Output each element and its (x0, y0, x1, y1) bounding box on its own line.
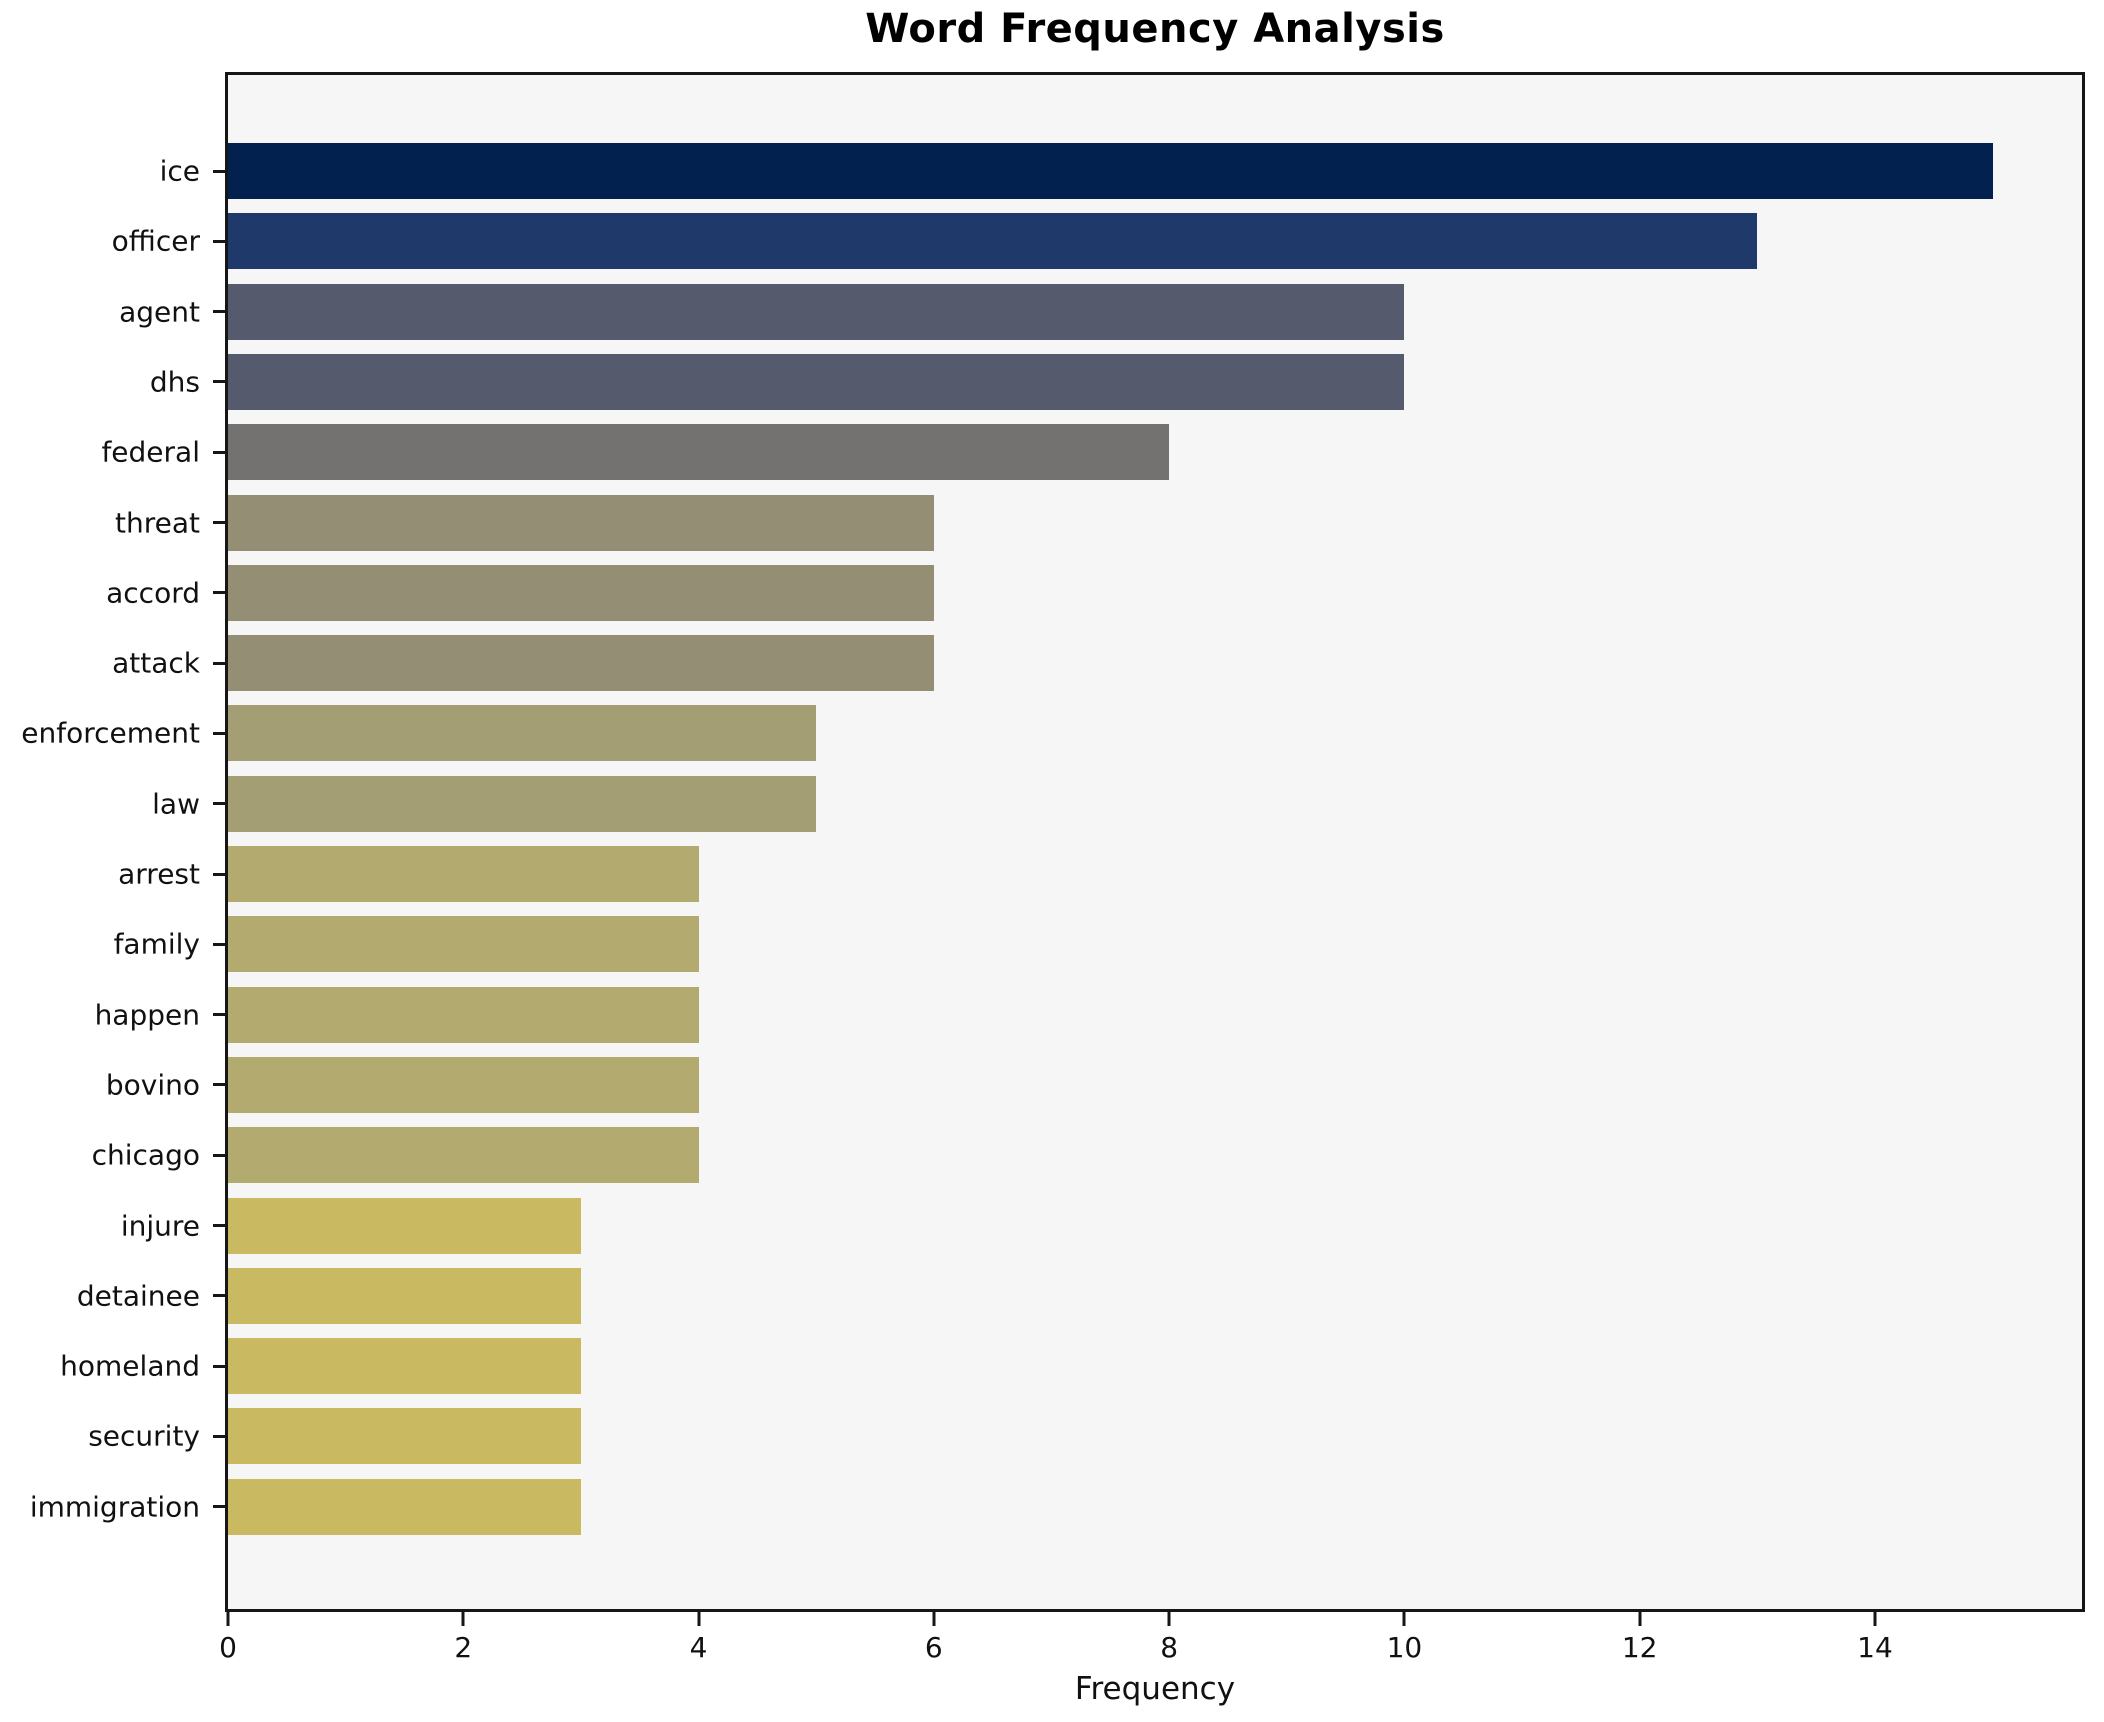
x-tick-mark (1638, 1612, 1642, 1626)
y-tick-label-ice: ice (159, 154, 200, 188)
x-tick-label-14: 14 (1857, 1631, 1893, 1664)
x-tick-mark (1167, 1612, 1171, 1626)
y-tick-label-homeland: homeland (60, 1349, 200, 1383)
y-tick-mark (213, 661, 225, 665)
y-tick-mark (213, 1153, 225, 1157)
y-tick-mark (213, 1294, 225, 1298)
bar-immigration (228, 1478, 581, 1535)
y-tick-label-happen: happen (94, 998, 200, 1032)
x-tick-label-2: 2 (454, 1631, 473, 1664)
x-axis-label: Frequency (1074, 1671, 1236, 1707)
x-tick-label-6: 6 (924, 1631, 943, 1664)
y-tick-mark (213, 591, 225, 595)
y-tick-label-threat: threat (115, 506, 200, 539)
x-tick-label-4: 4 (689, 1631, 708, 1664)
plot-area: Frequency ice officer agent dhs federal threa… (21, 72, 2085, 1707)
bar-happen (228, 986, 699, 1043)
bar-enforcement (228, 705, 817, 762)
y-tick-label-arrest: arrest (118, 857, 200, 891)
bar-detainee (228, 1267, 581, 1324)
x-tick-mark (932, 1612, 936, 1626)
y-tick-label-attack: attack (112, 646, 200, 680)
y-tick-mark (213, 731, 225, 735)
bar-homeland (228, 1338, 581, 1395)
bar-law (228, 775, 817, 832)
bar-ice (228, 143, 1993, 199)
y-tick-mark (213, 521, 225, 524)
x-tick-label-8: 8 (1160, 1631, 1179, 1664)
y-tick-label-bovino: bovino (105, 1068, 200, 1102)
bar-family (228, 916, 699, 973)
y-tick-mark (213, 872, 225, 876)
y-tick-mark (213, 1505, 225, 1509)
y-tick-mark (213, 1364, 225, 1368)
y-tick-label-detainee: detainee (76, 1279, 200, 1313)
y-tick-mark (213, 169, 225, 173)
y-tick-mark (213, 1083, 225, 1087)
y-tick-label-accord: accord (106, 576, 200, 610)
bar-arrest (228, 846, 699, 902)
y-tick-label-dhs: dhs (149, 365, 200, 399)
y-tick-label-security: security (88, 1419, 200, 1453)
bar-security (228, 1408, 581, 1465)
x-tick-mark (1402, 1612, 1406, 1626)
bar-chicago (228, 1127, 699, 1184)
x-tick-mark (697, 1612, 701, 1626)
y-tick-mark (213, 1434, 225, 1438)
y-tick-label-officer: officer (111, 224, 200, 258)
bar-injure (228, 1197, 581, 1254)
chart-title: Word Frequency Analysis (865, 6, 1445, 52)
y-tick-label-law: law (152, 787, 200, 821)
bar-officer (228, 213, 1758, 270)
y-tick-mark (213, 310, 225, 314)
y-tick-mark (213, 1013, 225, 1017)
bar-agent (228, 283, 1405, 340)
y-tick-mark (213, 380, 225, 384)
x-tick-mark (1873, 1612, 1877, 1626)
x-tick-mark (226, 1612, 230, 1626)
y-tick-label-federal: federal (101, 435, 200, 469)
y-tick-mark (213, 239, 225, 243)
y-tick-label-enforcement: enforcement (21, 716, 200, 750)
bar-accord (228, 564, 934, 621)
x-tick-label-0: 0 (219, 1631, 237, 1664)
bar-attack (228, 635, 934, 692)
y-tick-mark (213, 1224, 225, 1227)
x-tick-label-12: 12 (1621, 1631, 1658, 1664)
bar-federal (228, 424, 1170, 481)
x-tick-label-10: 10 (1386, 1631, 1423, 1664)
y-tick-label-agent: agent (119, 295, 200, 329)
y-tick-mark (213, 450, 225, 454)
y-tick-mark (213, 942, 225, 946)
bar-threat (228, 494, 934, 551)
bar-dhs (228, 353, 1405, 410)
bar-bovino (228, 1056, 699, 1113)
y-tick-label-injure: injure (120, 1209, 200, 1242)
x-tick-mark (461, 1612, 465, 1626)
y-tick-mark (213, 802, 225, 806)
y-tick-label-family: family (113, 927, 200, 961)
y-tick-label-immigration: immigration (29, 1490, 200, 1524)
y-tick-label-chicago: chicago (91, 1138, 200, 1172)
